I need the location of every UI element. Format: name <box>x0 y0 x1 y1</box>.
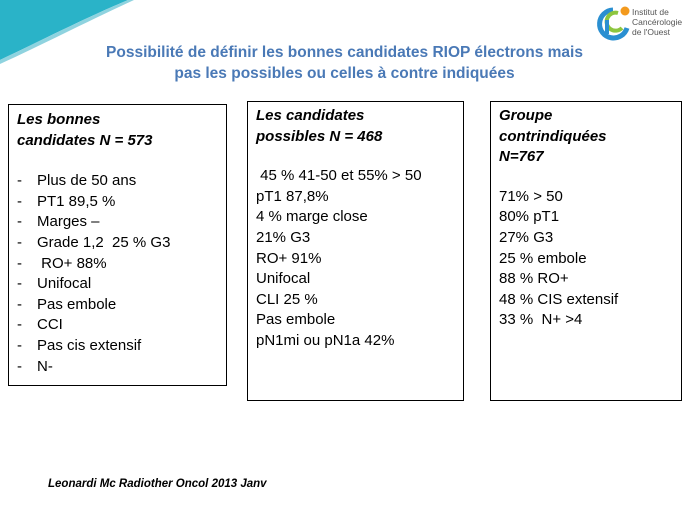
logo-line: de l'Ouest <box>632 27 671 37</box>
institut-logo-icon <box>597 6 630 41</box>
list-item: Pas cis extensif <box>17 336 226 357</box>
list-item: RO+ 91% <box>256 249 322 267</box>
list-item: 27% G3 <box>499 228 554 246</box>
list-item: Marges – <box>17 212 226 233</box>
citation: Leonardi Mc Radiother Oncol 2013 Janv <box>48 478 267 490</box>
list-item: CCI <box>17 315 226 336</box>
box-candidates-possibles: Les candidates possibles N = 468 45 % 41… <box>247 101 464 401</box>
list-item: 33 % N+ >4 <box>499 311 583 329</box>
criteria-list: Plus de 50 ans PT1 89,5 % Marges – Grade… <box>17 171 226 377</box>
criteria-list: 71% > 50 80% pT1 27% G3 25 % embole 88 %… <box>499 187 681 331</box>
list-item: CLI 25 % <box>256 290 318 308</box>
list-item: 21% G3 <box>256 228 311 246</box>
list-item: 80% pT1 <box>499 208 560 226</box>
list-item: Unifocal <box>17 274 226 295</box>
list-item: PT1 89,5 % <box>17 192 226 213</box>
box-title-line: Les bonnes <box>17 111 101 128</box>
list-item: Plus de 50 ans <box>17 171 226 192</box>
list-item: 25 % embole <box>499 249 587 267</box>
list-item: Pas embole <box>256 311 336 329</box>
corner-wave-decoration <box>0 0 134 64</box>
box-title: Les bonnes candidates N = 573 <box>17 110 226 151</box>
box-title: Groupe contrindiquées N=767 <box>499 106 681 168</box>
logo-text: Institut de Cancérologie de l'Ouest <box>632 7 682 37</box>
box-title-line: contrindiquées <box>499 127 607 145</box>
list-item: Unifocal <box>256 270 311 288</box>
box-title-line: Groupe <box>499 107 553 124</box>
list-item: pN1mi ou pN1a 42% <box>256 331 395 349</box>
box-title: Les candidates possibles N = 468 <box>256 106 463 147</box>
box-title-line: candidates N = 573 <box>17 131 153 149</box>
box-title-line: N=767 <box>499 148 544 166</box>
slide-title: Possibilité de définir les bonnes candid… <box>40 42 649 84</box>
title-line-1: Possibilité de définir les bonnes candid… <box>106 44 583 61</box>
list-item: pT1 87,8% <box>256 187 329 205</box>
title-line-2: pas les possibles ou celles à contre ind… <box>174 65 515 82</box>
list-item: 71% > 50 <box>499 187 563 205</box>
list-item: Pas embole <box>17 295 226 316</box>
list-item: 4 % marge close <box>256 208 368 226</box>
logo-line: Cancérologie <box>632 17 683 27</box>
box-contrindiquees: Groupe contrindiquées N=767 71% > 50 80%… <box>490 101 682 401</box>
criteria-list: 45 % 41-50 et 55% > 50 pT1 87,8% 4 % mar… <box>256 166 463 351</box>
list-item: 45 % 41-50 et 55% > 50 <box>256 167 422 185</box>
list-item: RO+ 88% <box>17 254 226 275</box>
box-title-line: possibles N = 468 <box>256 127 383 145</box>
list-item: Grade 1,2 25 % G3 <box>17 233 226 254</box>
list-item: N- <box>17 357 226 378</box>
list-item: 88 % RO+ <box>499 270 569 288</box>
box-bonnes-candidates: Les bonnes candidates N = 573 Plus de 50… <box>8 104 227 386</box>
box-title-line: Les candidates <box>256 107 365 124</box>
institut-logo: Institut de Cancérologie de l'Ouest <box>594 4 686 46</box>
logo-line: Institut de <box>632 7 669 17</box>
list-item: 48 % CIS extensif <box>499 290 619 308</box>
